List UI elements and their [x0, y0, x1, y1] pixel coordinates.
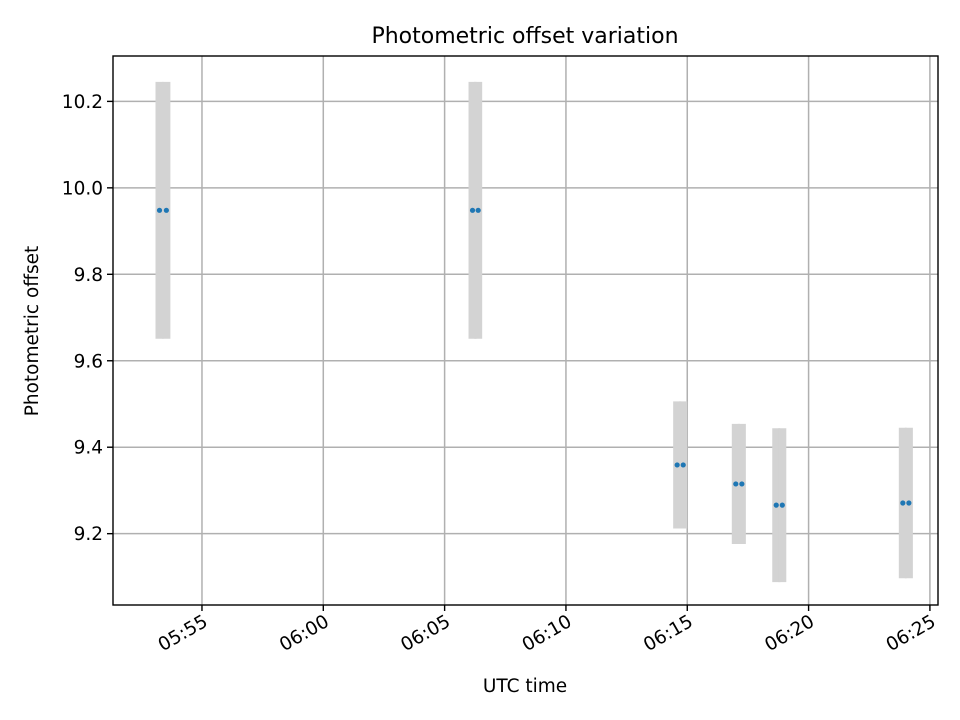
data-point: [773, 502, 779, 508]
data-point: [779, 502, 785, 508]
data-point: [906, 500, 912, 506]
data-point: [475, 207, 481, 213]
data-point: [900, 500, 906, 506]
data-point: [739, 481, 745, 487]
data-point: [163, 207, 169, 213]
data-point: [680, 462, 686, 468]
x-axis-label: UTC time: [483, 676, 567, 697]
y-tick-label: 10.2: [62, 92, 103, 113]
data-markers: [156, 207, 912, 508]
y-tick-label: 10.0: [62, 178, 103, 199]
data-point: [674, 462, 680, 468]
grid-lines: [113, 56, 938, 605]
y-axis-label: Photometric offset: [22, 246, 43, 417]
y-tick-label: 9.6: [74, 351, 103, 372]
y-tick-label: 9.4: [74, 438, 103, 459]
chart-title: Photometric offset variation: [371, 24, 678, 49]
data-point: [156, 207, 163, 213]
data-point: [733, 481, 739, 487]
data-point: [469, 207, 476, 213]
y-tick-label: 9.8: [74, 265, 103, 286]
y-tick-label: 9.2: [74, 524, 103, 545]
plot-area-frame: [112, 55, 939, 606]
